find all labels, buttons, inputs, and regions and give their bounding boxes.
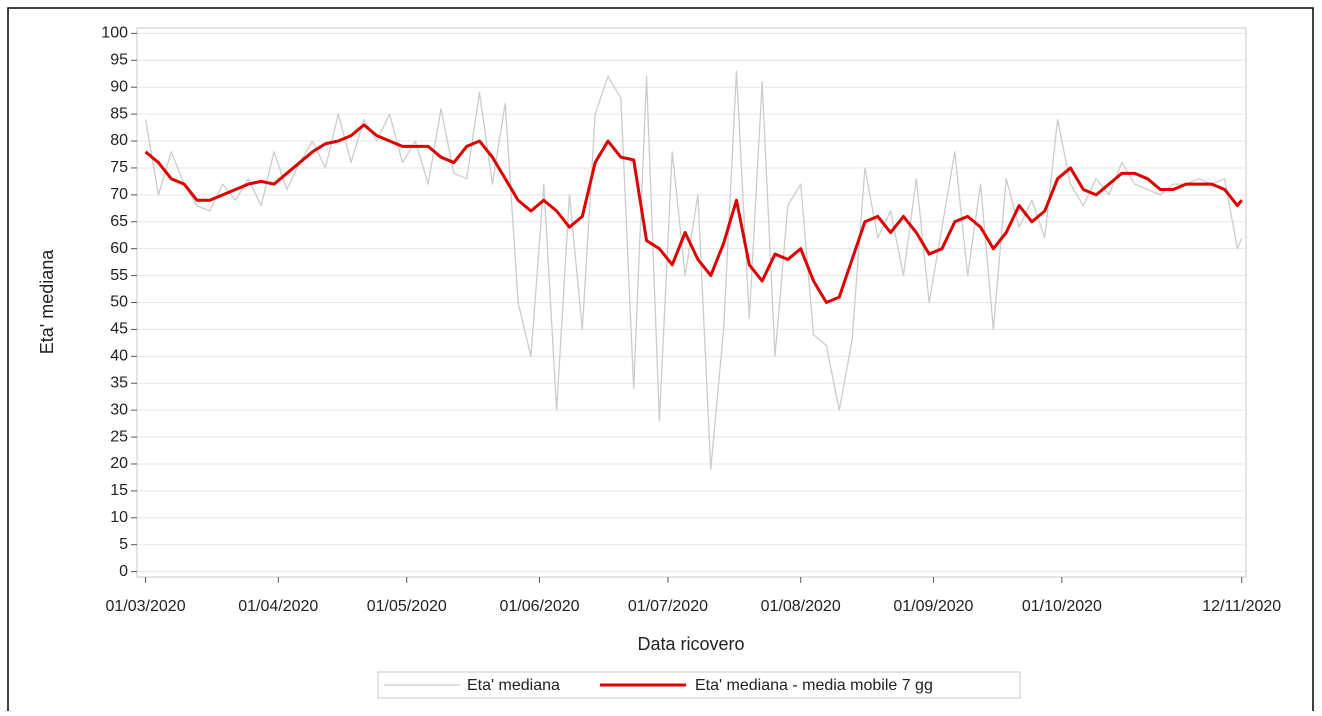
y-tick-label: 65	[110, 213, 128, 230]
y-tick-label: 50	[110, 294, 128, 311]
y-tick-label: 20	[110, 455, 128, 472]
y-tick-label: 15	[110, 482, 128, 499]
y-tick-label: 100	[101, 25, 128, 42]
y-tick-label: 60	[110, 240, 128, 257]
y-tick-label: 30	[110, 401, 128, 418]
y-tick-label: 0	[119, 563, 128, 580]
y-tick-label: 75	[110, 159, 128, 176]
y-tick-label: 40	[110, 348, 128, 365]
x-tick-label: 01/04/2020	[238, 598, 318, 615]
y-tick-label: 90	[110, 78, 128, 95]
y-tick-label: 35	[110, 374, 128, 391]
x-tick-label: 01/06/2020	[499, 598, 579, 615]
y-tick-label: 85	[110, 105, 128, 122]
y-tick-label: 45	[110, 321, 128, 338]
y-tick-label: 95	[110, 52, 128, 69]
y-tick-label: 5	[119, 536, 128, 553]
x-tick-label: 01/09/2020	[893, 598, 973, 615]
x-tick-label: 01/08/2020	[761, 598, 841, 615]
x-tick-label: 01/07/2020	[628, 598, 708, 615]
y-tick-label: 10	[110, 509, 128, 526]
x-axis-title: Data ricovero	[637, 634, 744, 654]
legend-label: Eta' mediana	[467, 677, 560, 694]
x-tick-label: 01/05/2020	[367, 598, 447, 615]
series-line	[144, 123, 1243, 304]
series-line	[144, 70, 1243, 470]
y-tick-label: 70	[110, 186, 128, 203]
x-tick-label: 01/10/2020	[1022, 598, 1102, 615]
y-axis-title: Eta' mediana	[37, 249, 57, 354]
legend-box	[377, 671, 1021, 699]
legend-label: Eta' mediana - media mobile 7 gg	[695, 677, 933, 694]
x-tick-label: 01/03/2020	[106, 598, 186, 615]
y-tick-label: 25	[110, 428, 128, 445]
y-tick-label: 80	[110, 132, 128, 149]
x-tick-label: 12/11/2020	[1202, 598, 1281, 615]
outer-border	[7, 7, 1314, 711]
y-tick-label: 55	[110, 267, 128, 284]
